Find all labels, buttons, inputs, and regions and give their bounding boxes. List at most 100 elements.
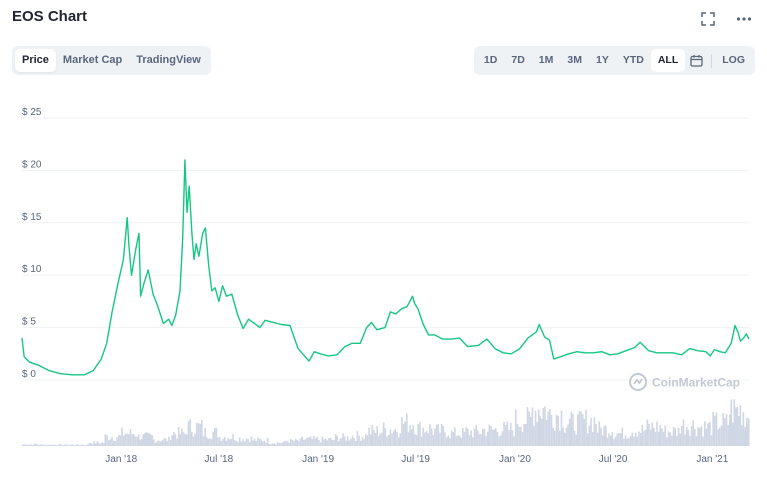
volume-bar xyxy=(498,436,500,446)
volume-bar xyxy=(422,427,425,446)
volume-bar xyxy=(96,441,99,446)
volume-bar xyxy=(676,435,678,446)
volume-bar xyxy=(22,444,24,446)
volume-bar xyxy=(747,418,750,446)
volume-bar xyxy=(70,444,72,446)
volume-bar xyxy=(491,429,494,446)
volume-bar xyxy=(444,432,446,446)
range-1d-button[interactable]: 1D xyxy=(483,54,498,66)
volume-bar xyxy=(248,442,251,446)
volume-bar xyxy=(387,435,390,446)
volume-bar xyxy=(66,445,69,446)
volume-bar xyxy=(37,444,39,446)
volume-bar xyxy=(513,436,515,446)
y-tick-label: $ 10 xyxy=(22,264,42,275)
volume-bar xyxy=(149,434,152,446)
volume-bar xyxy=(333,440,335,446)
volume-bar xyxy=(371,425,374,446)
volume-bar xyxy=(595,424,597,446)
volume-bar xyxy=(480,434,483,446)
volume-bar xyxy=(127,434,130,446)
volume-bar xyxy=(83,444,85,446)
range-3m-button[interactable]: 3M xyxy=(567,54,582,66)
volume-bar xyxy=(576,414,579,446)
volume-bar xyxy=(280,443,282,446)
volume-bar xyxy=(71,444,74,446)
range-all-button[interactable]: ALL xyxy=(650,49,686,72)
volume-bar xyxy=(101,442,103,446)
volume-bar xyxy=(124,434,127,446)
more-icon[interactable] xyxy=(735,10,753,28)
range-1m-button[interactable]: 1M xyxy=(538,54,554,66)
range-7d-button[interactable]: 7D xyxy=(511,54,525,66)
volume-bar xyxy=(626,438,629,446)
volume-bar xyxy=(204,427,206,446)
volume-bar xyxy=(519,426,522,446)
volume-bar xyxy=(182,432,185,446)
volume-bar xyxy=(545,419,548,446)
volume-bar xyxy=(99,443,102,446)
volume-bar xyxy=(666,437,668,446)
volume-bar xyxy=(440,423,443,446)
fullscreen-icon[interactable] xyxy=(699,10,717,28)
volume-bar xyxy=(629,435,632,446)
y-tick-label: $ 20 xyxy=(22,159,42,170)
volume-bar xyxy=(159,441,162,446)
volume-bar xyxy=(542,408,545,446)
tab-tradingview[interactable]: TradingView xyxy=(136,54,201,66)
range-1y-button[interactable]: 1Y xyxy=(595,54,609,66)
volume-bar xyxy=(61,445,64,446)
volume-bar xyxy=(568,418,571,446)
volume-bar xyxy=(223,436,226,446)
volume-bar xyxy=(511,430,514,446)
volume-bar xyxy=(552,427,554,446)
volume-bar xyxy=(255,441,258,446)
volume-bar xyxy=(308,437,310,446)
coinmarketcap-logo-icon xyxy=(629,373,647,391)
volume-bar xyxy=(389,429,392,446)
volume-bar xyxy=(194,433,196,446)
volume-bar xyxy=(225,440,228,446)
volume-bar xyxy=(656,421,658,446)
volume-bar xyxy=(674,428,677,446)
volume-bar xyxy=(518,426,520,446)
volume-bar xyxy=(253,438,256,446)
volume-bar xyxy=(202,436,205,446)
volume-bar xyxy=(268,444,271,446)
volume-bar xyxy=(608,433,610,446)
volume-bar xyxy=(336,435,338,446)
volume-bar xyxy=(482,429,484,446)
volume-bar xyxy=(189,419,191,446)
volume-bar xyxy=(351,435,354,446)
volume-bar xyxy=(516,424,519,446)
volume-bar xyxy=(33,443,36,446)
tab-market-cap[interactable]: Market Cap xyxy=(62,54,123,66)
volume-bar xyxy=(275,444,277,446)
calendar-icon[interactable] xyxy=(685,49,708,72)
volume-bar xyxy=(567,424,569,446)
volume-bar xyxy=(38,445,41,446)
volume-bar xyxy=(478,434,481,446)
volume-bar xyxy=(169,439,172,446)
volume-bar xyxy=(496,431,499,446)
volume-bar xyxy=(523,423,525,446)
range-ytd-button[interactable]: YTD xyxy=(622,54,644,66)
y-tick-label: $ 0 xyxy=(22,369,36,380)
volume-bar xyxy=(593,417,596,446)
log-scale-button[interactable]: LOG xyxy=(722,54,745,66)
volume-bar xyxy=(109,439,112,446)
tab-price[interactable]: Price xyxy=(15,49,56,72)
volume-bar xyxy=(700,426,703,446)
volume-bar xyxy=(727,424,730,446)
volume-bar xyxy=(376,426,378,446)
volume-bar xyxy=(738,415,740,446)
volume-bar xyxy=(176,438,178,446)
volume-bar xyxy=(559,430,561,446)
chart-grid xyxy=(22,117,749,381)
volume-bar xyxy=(549,409,551,446)
volume-bar xyxy=(648,423,650,446)
volume-bar xyxy=(712,411,714,446)
volume-bar xyxy=(232,433,234,446)
volume-bar xyxy=(25,444,27,446)
